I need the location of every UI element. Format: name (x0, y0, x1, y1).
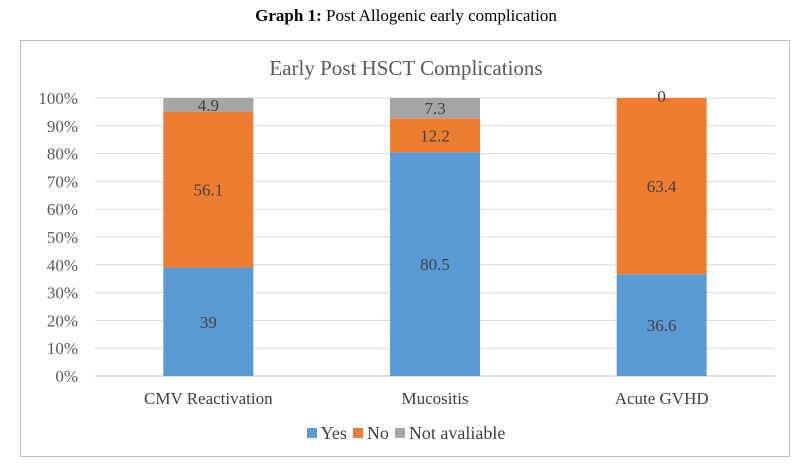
x-tick-label: Acute GVHD (615, 389, 709, 408)
bar-segment-no (616, 98, 707, 275)
data-label: 39 (200, 313, 217, 332)
data-label: 56.1 (193, 181, 223, 200)
bar-segment-not-avaliable (390, 98, 480, 119)
y-tick-label: 30% (47, 284, 78, 303)
data-label: 12.2 (420, 126, 450, 145)
y-tick-label: 60% (47, 200, 78, 219)
caption-text: Post Allogenic early complication (321, 6, 557, 25)
data-label: 7.3 (424, 99, 445, 118)
data-label: 80.5 (420, 255, 450, 274)
legend-swatch (352, 428, 363, 438)
bar-segment-no (163, 111, 254, 268)
legend-item: No (352, 423, 389, 444)
bar-segment-yes (163, 267, 254, 376)
legend-swatch (306, 428, 317, 438)
caption-prefix: Graph 1: (255, 6, 322, 25)
x-tick-label: CMV Reactivation (144, 389, 273, 408)
y-tick-label: 90% (47, 117, 78, 136)
data-label: 4.9 (198, 96, 219, 115)
bar-segment-no (390, 118, 480, 153)
y-tick-label: 100% (38, 89, 78, 108)
data-label: 36.6 (647, 316, 677, 335)
data-label: 0 (657, 87, 666, 106)
legend-swatch (394, 428, 405, 438)
chart-legend: Yes No Not avaliable (0, 423, 812, 444)
figure-caption: Graph 1: Post Allogenic early complicati… (0, 6, 812, 26)
y-tick-label: 40% (47, 256, 78, 275)
bar-segment-yes (616, 274, 707, 376)
y-tick-label: 50% (47, 228, 78, 247)
x-tick-label: Mucositis (401, 389, 468, 408)
legend-item: Yes (306, 423, 347, 444)
bar-segment-yes (390, 152, 480, 376)
bar-segment-not-avaliable (163, 98, 254, 112)
y-tick-label: 10% (47, 339, 78, 358)
legend-label: Not avaliable (408, 423, 506, 443)
chart-title: Early Post HSCT Complications (269, 56, 542, 80)
y-tick-label: 80% (47, 145, 78, 164)
y-tick-label: 20% (47, 311, 78, 330)
data-label: 63.4 (647, 177, 677, 196)
legend-label: Yes (320, 423, 347, 443)
y-tick-label: 0% (55, 367, 78, 386)
y-tick-label: 70% (47, 172, 78, 191)
legend-item: Not avaliable (394, 423, 506, 444)
legend-label: No (366, 423, 389, 443)
